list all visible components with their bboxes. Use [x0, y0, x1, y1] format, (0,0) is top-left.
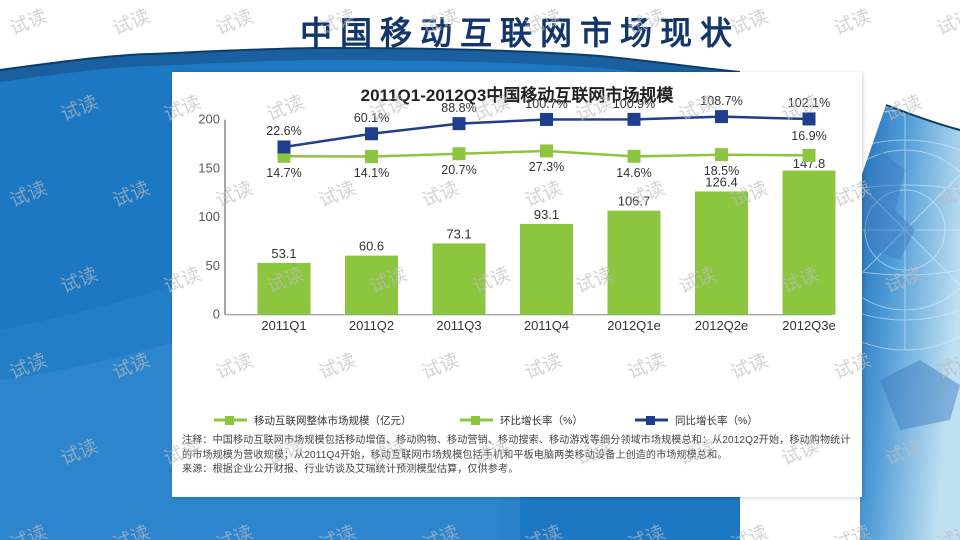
svg-text:2012Q2e: 2012Q2e: [695, 318, 749, 333]
svg-text:60.1%: 60.1%: [354, 111, 389, 125]
svg-text:60.6: 60.6: [359, 239, 384, 254]
svg-text:200: 200: [198, 112, 220, 127]
svg-text:14.1%: 14.1%: [354, 166, 389, 180]
svg-text:14.7%: 14.7%: [266, 166, 301, 180]
svg-text:73.1: 73.1: [446, 226, 471, 241]
svg-text:93.1: 93.1: [534, 207, 559, 222]
svg-text:50: 50: [206, 258, 220, 273]
svg-text:88.8%: 88.8%: [441, 101, 476, 115]
svg-text:0: 0: [213, 307, 220, 322]
svg-text:22.6%: 22.6%: [266, 124, 301, 138]
svg-text:2011Q3: 2011Q3: [436, 318, 481, 333]
svg-text:100.9%: 100.9%: [613, 97, 655, 111]
svg-text:102.1%: 102.1%: [788, 96, 830, 110]
svg-text:108.7%: 108.7%: [700, 94, 742, 108]
svg-text:2011Q2: 2011Q2: [349, 318, 394, 333]
svg-text:100: 100: [198, 209, 220, 224]
svg-text:同比增长率（%）: 同比增长率（%）: [675, 414, 758, 427]
svg-text:环比增长率（%）: 环比增长率（%）: [500, 414, 583, 427]
svg-text:2012Q3e: 2012Q3e: [782, 318, 836, 333]
svg-text:106.7: 106.7: [618, 194, 651, 209]
svg-text:2012Q1e: 2012Q1e: [607, 318, 661, 333]
svg-text:2011Q4: 2011Q4: [524, 318, 569, 333]
svg-text:移动互联网整体市场规模（亿元）: 移动互联网整体市场规模（亿元）: [254, 414, 412, 427]
svg-text:53.1: 53.1: [271, 246, 296, 261]
svg-text:150: 150: [198, 160, 220, 175]
svg-text:18.5%: 18.5%: [704, 164, 739, 178]
svg-text:16.9%: 16.9%: [791, 129, 826, 143]
svg-text:14.6%: 14.6%: [616, 166, 651, 180]
svg-text:2011Q1: 2011Q1: [261, 318, 306, 333]
svg-text:100.7%: 100.7%: [525, 97, 567, 111]
svg-text:20.7%: 20.7%: [441, 163, 476, 177]
svg-text:27.3%: 27.3%: [529, 160, 564, 174]
